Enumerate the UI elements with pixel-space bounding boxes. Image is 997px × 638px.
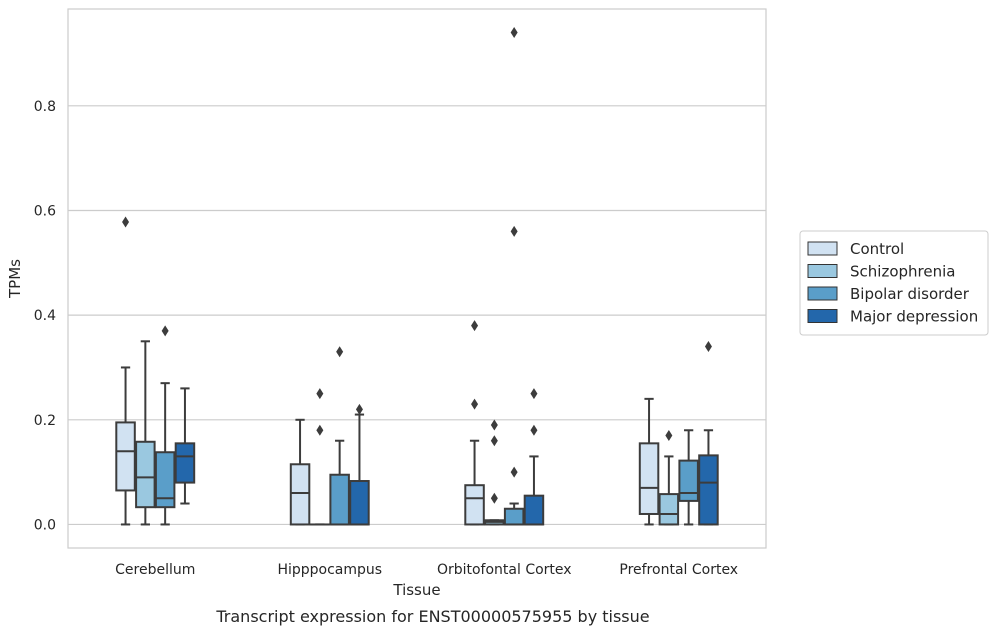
outlier-point bbox=[336, 346, 343, 357]
chart-caption: Transcript expression for ENST0000057595… bbox=[215, 607, 649, 626]
legend: Control Schizophrenia Bipolar disorder Majo… bbox=[800, 231, 988, 335]
outlier-point bbox=[316, 388, 323, 399]
outlier-point bbox=[511, 467, 518, 478]
y-axis-label: TPMs bbox=[6, 259, 24, 299]
outlier-point bbox=[511, 27, 518, 38]
box bbox=[350, 481, 369, 524]
legend-swatch bbox=[808, 242, 837, 255]
box-group bbox=[291, 420, 310, 525]
box-group bbox=[176, 388, 195, 503]
box-group bbox=[699, 341, 718, 524]
box-group bbox=[136, 341, 155, 524]
box-group bbox=[660, 430, 679, 524]
box-group bbox=[311, 388, 330, 524]
box bbox=[116, 422, 135, 490]
box bbox=[699, 455, 718, 524]
box-group bbox=[116, 216, 135, 524]
outlier-point bbox=[491, 420, 498, 431]
legend-label: Major depression bbox=[850, 308, 978, 326]
legend-item: Bipolar disorder bbox=[808, 285, 970, 303]
y-tick-labels: 0.0 0.2 0.4 0.6 0.8 bbox=[34, 99, 56, 534]
outlier-point bbox=[665, 430, 672, 441]
legend-item: Schizophrenia bbox=[808, 263, 955, 281]
y-tick-label: 0.4 bbox=[34, 308, 56, 324]
box bbox=[679, 461, 698, 501]
outlier-point bbox=[530, 388, 537, 399]
outlier-point bbox=[530, 425, 537, 436]
box-group bbox=[525, 388, 544, 524]
box-group bbox=[156, 325, 175, 524]
box bbox=[640, 443, 659, 514]
legend-swatch bbox=[808, 310, 837, 323]
y-tick-label: 0.0 bbox=[34, 517, 56, 533]
outlier-point bbox=[705, 341, 712, 352]
outlier-point bbox=[511, 226, 518, 237]
legend-item: Control bbox=[808, 240, 904, 258]
box-group bbox=[679, 430, 698, 524]
outlier-point bbox=[122, 216, 129, 227]
y-tick-label: 0.6 bbox=[34, 203, 56, 219]
legend-label: Schizophrenia bbox=[850, 263, 955, 281]
y-tick-label: 0.2 bbox=[34, 413, 56, 429]
box bbox=[136, 442, 155, 507]
x-tick-label: Orbitofontal Cortex bbox=[437, 562, 572, 578]
box-group bbox=[505, 27, 524, 524]
box bbox=[176, 443, 195, 482]
box-group bbox=[640, 399, 659, 525]
box-group bbox=[485, 420, 504, 525]
box bbox=[465, 485, 484, 524]
x-tick-label: Cerebellum bbox=[115, 562, 195, 578]
outlier-point bbox=[316, 425, 323, 436]
box bbox=[525, 496, 544, 525]
box bbox=[660, 494, 679, 524]
y-tick-label: 0.8 bbox=[34, 99, 56, 115]
box-group bbox=[465, 320, 484, 524]
outlier-point bbox=[356, 404, 363, 415]
box bbox=[330, 475, 349, 525]
box-group bbox=[330, 346, 349, 524]
x-tick-labels: Cerebellum Hipppocampus Orbitofontal Corte… bbox=[115, 562, 738, 578]
legend-label: Bipolar disorder bbox=[850, 285, 970, 303]
outlier-point bbox=[471, 399, 478, 410]
outlier-point bbox=[491, 493, 498, 504]
box-layer bbox=[116, 27, 717, 524]
legend-item: Major depression bbox=[808, 308, 978, 326]
outlier-point bbox=[162, 325, 169, 336]
box bbox=[291, 464, 310, 524]
legend-swatch bbox=[808, 265, 837, 278]
legend-swatch bbox=[808, 287, 837, 300]
x-tick-label: Hipppocampus bbox=[277, 562, 382, 578]
x-tick-label: Prefrontal Cortex bbox=[619, 562, 738, 578]
legend-label: Control bbox=[850, 240, 904, 258]
outlier-point bbox=[471, 320, 478, 331]
box bbox=[505, 509, 524, 525]
x-axis-label: Tissue bbox=[392, 581, 440, 599]
outlier-point bbox=[491, 435, 498, 446]
box-group bbox=[350, 404, 369, 525]
